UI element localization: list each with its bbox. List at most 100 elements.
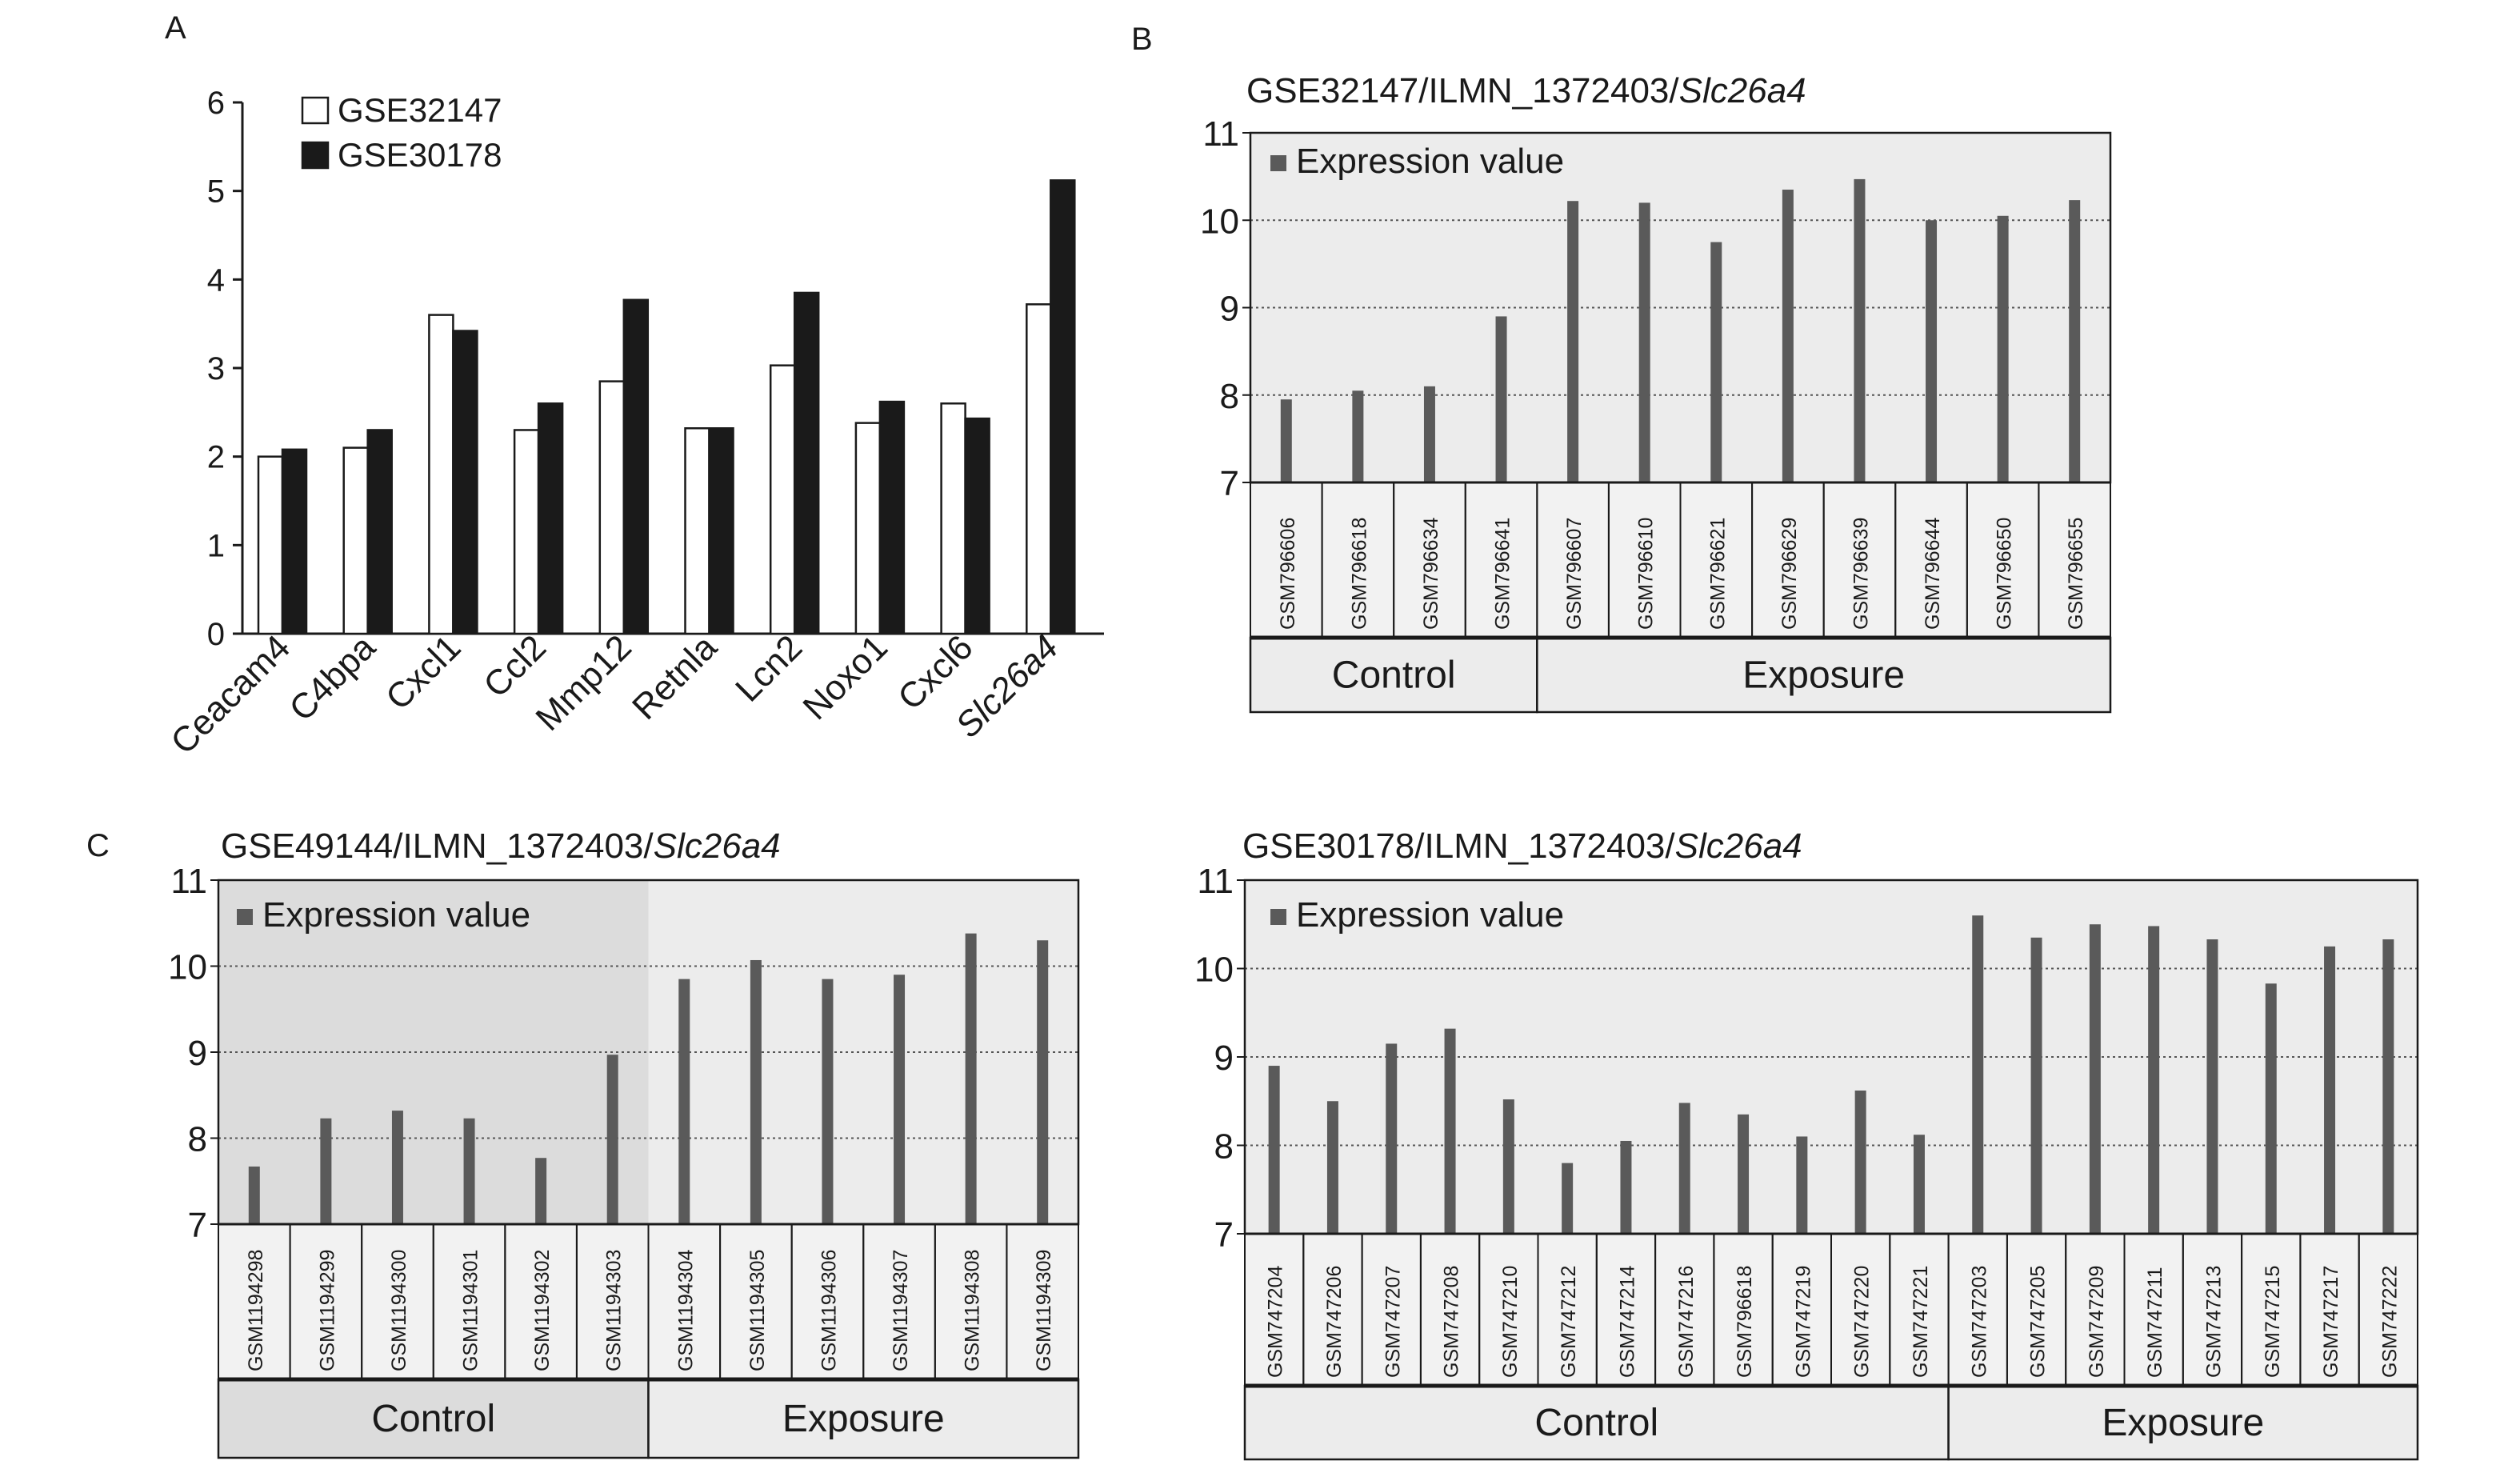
sample-label: GSM747204 (1265, 1266, 1287, 1378)
y-tick-label: 8 (1214, 1127, 1234, 1167)
bar-gse30178 (708, 427, 734, 635)
y-tick-label: 6 (207, 86, 225, 121)
y-tick-label: 4 (207, 262, 225, 298)
y-tick-label: 11 (1202, 114, 1239, 154)
bar-gse32147 (940, 402, 966, 635)
sample-label: GSM796606 (1277, 518, 1299, 630)
y-tick-label: 10 (168, 948, 207, 987)
x-tick-label: Cxcl1 (378, 627, 468, 717)
expression-bar (1782, 190, 1794, 482)
y-tick-label: 10 (1200, 202, 1239, 241)
expression-bar (1352, 390, 1364, 482)
y-tick-label: 2 (207, 440, 225, 475)
expression-bar (678, 979, 690, 1224)
sample-label: GSM796621 (1706, 518, 1729, 630)
group-label: Control (371, 1398, 495, 1440)
sample-label: GSM1194305 (746, 1250, 769, 1371)
bar-gse32147 (854, 422, 882, 635)
sample-label: GSM796650 (1994, 518, 2016, 630)
plot-area (1245, 880, 2418, 1234)
group-cell (217, 1378, 650, 1459)
legend-swatch (237, 909, 253, 925)
expression-bar (1926, 220, 1938, 482)
sample-label: GSM747222 (2378, 1266, 2401, 1378)
expression-bar (1678, 1103, 1690, 1234)
x-tick-label: Mmp12 (528, 627, 638, 738)
panel-label-c: C (86, 828, 110, 863)
panel-label-b: B (1131, 22, 1153, 57)
expression-bar (391, 1111, 403, 1224)
expression-bar (2089, 924, 2101, 1234)
legend-swatch (301, 141, 330, 170)
y-tick-label: 3 (207, 351, 225, 386)
sample-label: GSM747210 (1499, 1266, 1522, 1378)
sample-label: GSM796644 (1922, 518, 1944, 630)
expression-bar (750, 959, 762, 1224)
expression-bar (2324, 946, 2336, 1234)
group-cell (1243, 1384, 1950, 1461)
sample-label: GSM747205 (2027, 1266, 2050, 1378)
sample-label: GSM796618 (1348, 518, 1370, 630)
sample-label: GSM796641 (1492, 518, 1514, 630)
group-label: Control (1534, 1402, 1658, 1444)
x-tick-label: Ccl2 (476, 627, 554, 705)
expression-bar (894, 975, 906, 1224)
y-tick-label: 11 (170, 862, 207, 901)
chart-title: GSE49144/ILMN_1372403/Slc26a4 (221, 827, 781, 866)
x-tick-label: C4bpa (282, 627, 383, 729)
sample-label: GSM747203 (1968, 1266, 1990, 1378)
sample-label: GSM1194303 (603, 1250, 626, 1371)
bar-gse32147 (257, 455, 284, 635)
sample-label: GSM747220 (1851, 1266, 1874, 1378)
bar-gse32147 (342, 446, 369, 635)
y-tick-label: 9 (1220, 290, 1239, 329)
bar-gse30178 (281, 448, 308, 635)
sample-label: GSM796629 (1778, 518, 1801, 630)
sample-label: GSM747215 (2262, 1266, 2284, 1378)
expression-bar (2206, 939, 2218, 1234)
group-label: Exposure (782, 1398, 945, 1440)
expression-bar (1268, 1066, 1280, 1234)
expression-bar (1037, 940, 1049, 1224)
expression-bar (822, 979, 834, 1224)
expression-bar (1562, 1163, 1574, 1234)
y-tick-label: 1 (207, 528, 225, 563)
expression-bar (1444, 1028, 1456, 1234)
expression-bar (248, 1166, 260, 1224)
chart-title: GSE30178/ILMN_1372403/Slc26a4 (1242, 827, 1802, 866)
sample-label: GSM747206 (1323, 1266, 1346, 1378)
y-tick-label: 10 (1194, 951, 1234, 990)
expression-bar (965, 933, 977, 1224)
sample-label: GSM747217 (2320, 1266, 2342, 1378)
expression-bar (1638, 202, 1650, 482)
expression-bar (1620, 1140, 1632, 1234)
expression-bar (1854, 1090, 1866, 1234)
sample-label: GSM747216 (1675, 1266, 1698, 1378)
legend-label: GSE32147 (338, 91, 502, 129)
expression-bar (1567, 201, 1579, 482)
bar-gse32147 (769, 364, 796, 635)
group-label: Exposure (1742, 654, 1905, 697)
legend-swatch (1270, 155, 1286, 171)
bar-gse30178 (366, 429, 393, 635)
bar-gse30178 (878, 400, 906, 635)
sample-label: GSM747211 (2144, 1267, 2166, 1378)
y-tick-label: 8 (188, 1120, 207, 1159)
bar-gse32147 (513, 429, 540, 635)
sample-label: GSM1194307 (890, 1250, 912, 1371)
chart-title: GSE32147/ILMN_1372403/Slc26a4 (1246, 71, 1806, 110)
y-tick-label: 0 (207, 617, 225, 652)
panel-label-a: A (165, 10, 186, 46)
expression-bar (1710, 242, 1722, 482)
group-cell (1249, 636, 1538, 714)
expression-bar (1502, 1099, 1514, 1234)
x-tick-label: Ceacam4 (163, 627, 298, 762)
bar-gse30178 (793, 291, 820, 635)
expression-bar (606, 1055, 618, 1224)
sample-label: GSM1194299 (316, 1250, 338, 1371)
legend-label: Expression value (262, 895, 530, 935)
expression-bar (1972, 915, 1984, 1234)
